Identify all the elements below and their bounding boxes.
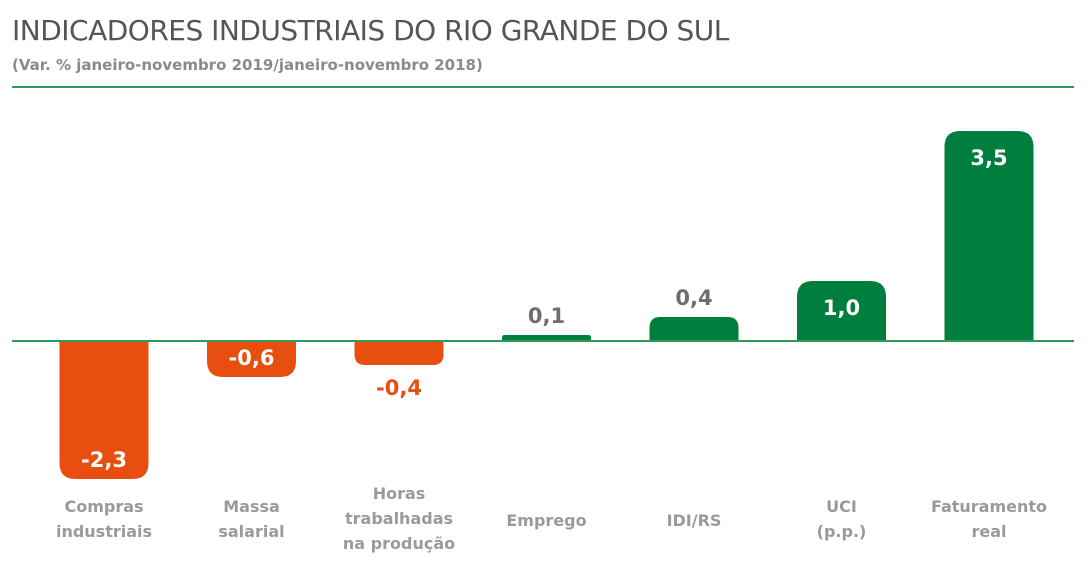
- value-label: -2,3: [81, 448, 127, 472]
- category-label: Emprego: [506, 511, 586, 530]
- chart-subtitle: (Var. % janeiro-novembro 2019/janeiro-no…: [12, 56, 483, 74]
- bar: [502, 335, 591, 341]
- category-label: (p.p.): [817, 522, 867, 541]
- value-label: 1,0: [823, 296, 860, 320]
- category-label: Massa: [223, 497, 280, 516]
- category-label: salarial: [218, 522, 284, 541]
- category-label: trabalhadas: [345, 509, 453, 528]
- category-label: Faturamento: [931, 497, 1047, 516]
- category-label: Horas: [373, 484, 426, 503]
- bar: [649, 317, 739, 341]
- value-label: -0,6: [229, 346, 275, 370]
- value-label: 3,5: [970, 146, 1007, 170]
- bar: [944, 131, 1034, 341]
- value-label: 0,1: [528, 304, 565, 328]
- title-divider: [12, 86, 1074, 88]
- value-label: -0,4: [376, 376, 422, 400]
- bar: [797, 281, 886, 341]
- category-label: real: [971, 522, 1006, 541]
- category-label: industriais: [56, 522, 152, 541]
- category-label: UCI: [826, 497, 857, 516]
- category-label: IDI/RS: [667, 511, 722, 530]
- bar: [207, 341, 296, 377]
- chart-title: INDICADORES INDUSTRIAIS DO RIO GRANDE DO…: [12, 14, 729, 47]
- value-label: 0,4: [675, 286, 712, 310]
- bar: [59, 341, 149, 479]
- category-label: Compras: [64, 497, 143, 516]
- bar: [354, 341, 444, 365]
- category-label: na produção: [343, 534, 455, 553]
